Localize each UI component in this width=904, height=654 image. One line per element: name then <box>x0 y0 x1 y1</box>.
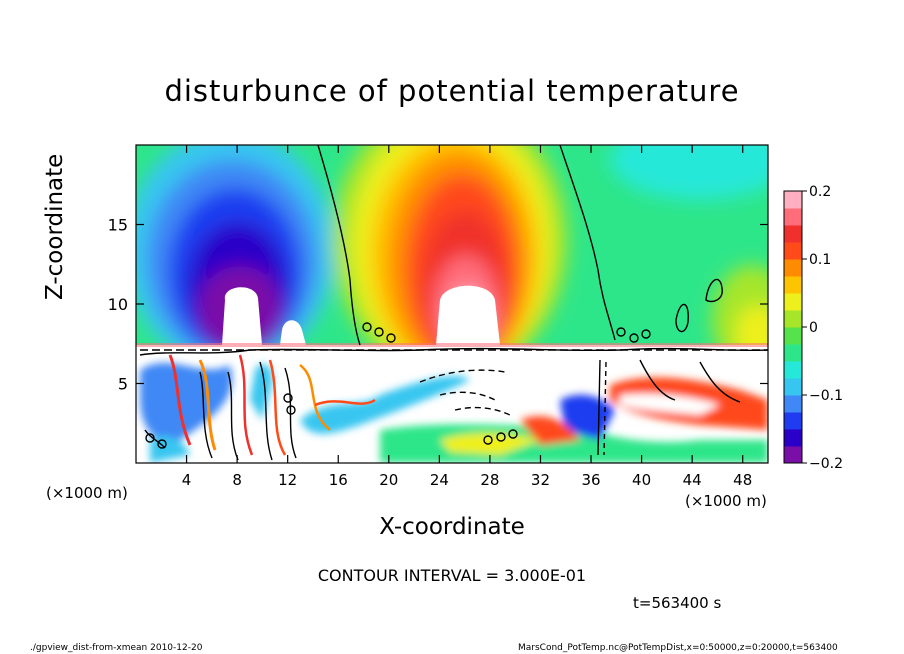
colorbar-swatch <box>784 191 802 209</box>
contour-lines <box>139 145 768 461</box>
y-tick-label: 5 <box>118 375 128 394</box>
colorbar-tick-label: 0.2 <box>809 184 831 200</box>
saturated-high-center <box>436 285 500 345</box>
colorbar-swatch <box>784 446 802 464</box>
colorbar-swatch <box>784 293 802 311</box>
chart-title: disturbunce of potential temperature <box>164 74 740 108</box>
x-tick-label: 4 <box>182 471 192 489</box>
colorbar-tick-label: 0.1 <box>809 252 831 268</box>
x-axis-unit-left: (×1000 m) <box>46 484 128 502</box>
saturated-high-left <box>222 287 262 345</box>
colorbar-swatch <box>784 395 802 413</box>
footer-left: ./gpview_dist-from-xmean 2010-12-20 <box>30 643 203 653</box>
time-label: t=563400 s <box>633 594 722 612</box>
x-tick-label: 12 <box>278 471 297 489</box>
colorbar-swatch <box>784 310 802 328</box>
y-tick-label: 10 <box>108 295 128 314</box>
x-tick-label: 48 <box>733 471 752 489</box>
colorbar-tick-label: 0 <box>809 320 818 336</box>
colorbar-tick-label: −0.1 <box>809 388 843 404</box>
x-tick-label: 40 <box>632 471 651 489</box>
colorbar-swatch <box>784 344 802 362</box>
x-tick-label: 32 <box>531 471 550 489</box>
colorbar-swatch <box>784 412 802 430</box>
x-tick-label: 16 <box>329 471 348 489</box>
x-axis-label: X-coordinate <box>379 514 525 540</box>
x-tick-label: 28 <box>480 471 499 489</box>
colorbar-swatch <box>784 225 802 243</box>
colorbar-swatch <box>784 327 802 345</box>
colorbar-swatch <box>784 242 802 260</box>
x-tick-label: 36 <box>581 471 600 489</box>
footer-right: MarsCond_PotTemp.nc@PotTempDist,x=0:5000… <box>518 643 838 653</box>
lower-layer <box>136 345 768 463</box>
heatmap-field <box>136 145 768 463</box>
colorbar-swatch <box>784 378 802 396</box>
y-tick-label: 15 <box>108 216 128 235</box>
x-tick-label: 44 <box>683 471 702 489</box>
colorbar-swatch <box>784 276 802 294</box>
saturated-high-left-small <box>280 320 306 345</box>
colorbar: 0.2 0.1 0 −0.1 −0.2 <box>783 184 843 472</box>
axis-ticks <box>136 145 768 463</box>
colorbar-swatch <box>784 429 802 447</box>
x-tick-label: 24 <box>430 471 449 489</box>
upper-field <box>136 145 768 380</box>
colorbar-swatch <box>784 361 802 379</box>
x-tick-label: 20 <box>379 471 398 489</box>
contour-interval-label: CONTOUR INTERVAL = 3.000E-01 <box>317 566 587 585</box>
x-tick-label: 8 <box>232 471 242 489</box>
colorbar-tick-label: −0.2 <box>809 456 843 472</box>
colorbar-swatch <box>784 259 802 277</box>
x-axis-unit-right: (×1000 m) <box>685 492 767 510</box>
colorbar-swatch <box>784 208 802 226</box>
